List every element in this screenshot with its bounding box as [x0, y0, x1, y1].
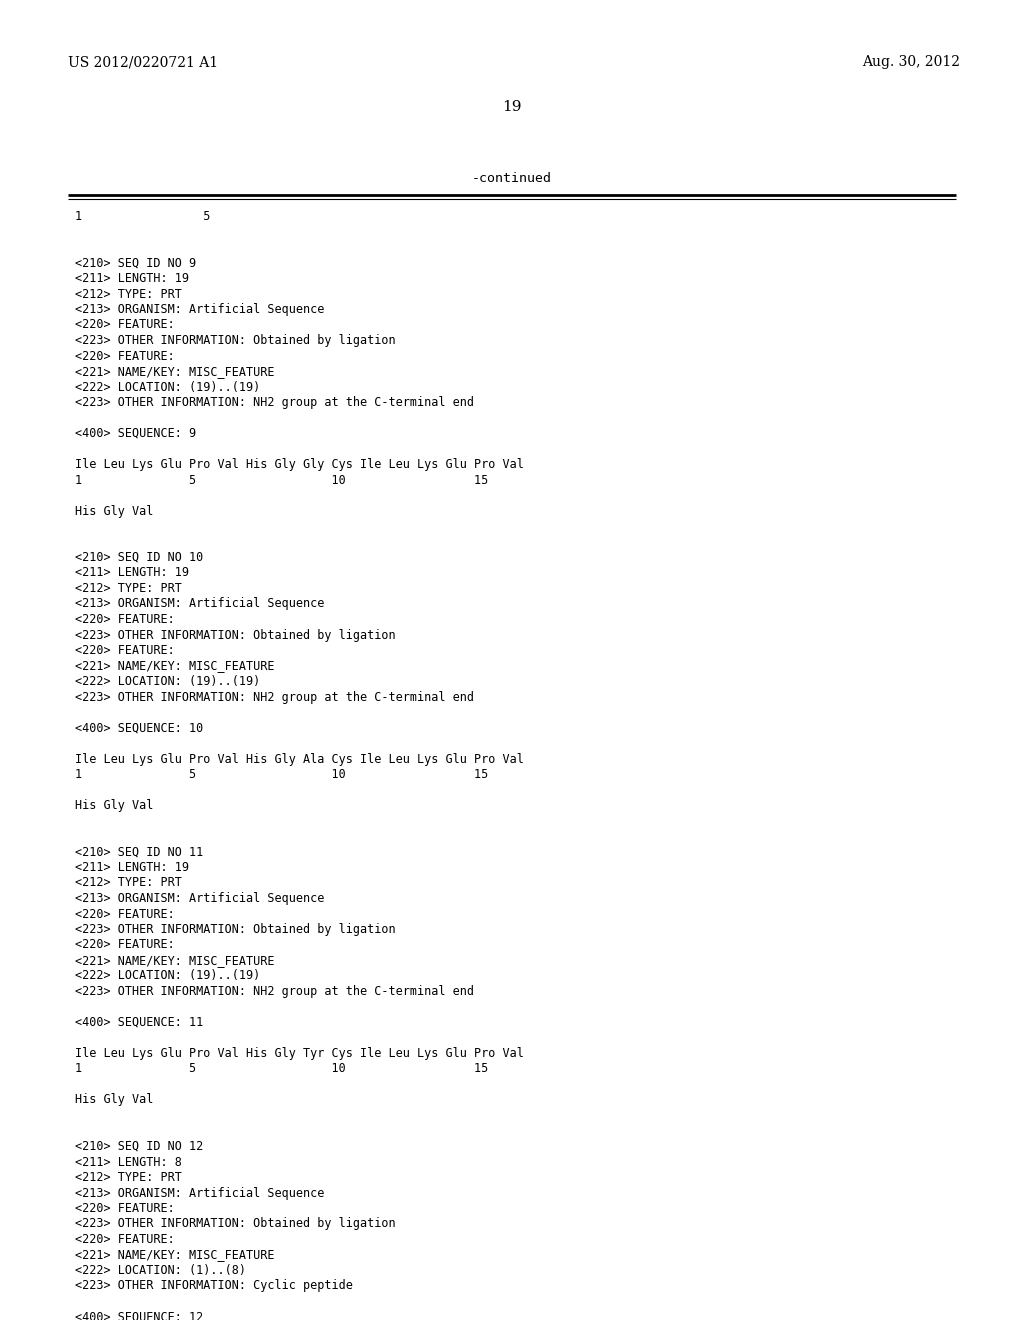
- Text: <221> NAME/KEY: MISC_FEATURE: <221> NAME/KEY: MISC_FEATURE: [75, 954, 274, 968]
- Text: <223> OTHER INFORMATION: Obtained by ligation: <223> OTHER INFORMATION: Obtained by lig…: [75, 923, 395, 936]
- Text: <212> TYPE: PRT: <212> TYPE: PRT: [75, 876, 182, 890]
- Text: <400> SEQUENCE: 10: <400> SEQUENCE: 10: [75, 722, 203, 734]
- Text: <223> OTHER INFORMATION: NH2 group at the C-terminal end: <223> OTHER INFORMATION: NH2 group at th…: [75, 985, 474, 998]
- Text: <213> ORGANISM: Artificial Sequence: <213> ORGANISM: Artificial Sequence: [75, 892, 325, 906]
- Text: <211> LENGTH: 8: <211> LENGTH: 8: [75, 1155, 182, 1168]
- Text: <223> OTHER INFORMATION: NH2 group at the C-terminal end: <223> OTHER INFORMATION: NH2 group at th…: [75, 690, 474, 704]
- Text: 1               5                   10                  15: 1 5 10 15: [75, 768, 488, 781]
- Text: <210> SEQ ID NO 9: <210> SEQ ID NO 9: [75, 256, 197, 269]
- Text: <222> LOCATION: (1)..(8): <222> LOCATION: (1)..(8): [75, 1265, 246, 1276]
- Text: <210> SEQ ID NO 12: <210> SEQ ID NO 12: [75, 1140, 203, 1152]
- Text: <213> ORGANISM: Artificial Sequence: <213> ORGANISM: Artificial Sequence: [75, 1187, 325, 1200]
- Text: <213> ORGANISM: Artificial Sequence: <213> ORGANISM: Artificial Sequence: [75, 598, 325, 610]
- Text: <221> NAME/KEY: MISC_FEATURE: <221> NAME/KEY: MISC_FEATURE: [75, 1249, 274, 1262]
- Text: <221> NAME/KEY: MISC_FEATURE: <221> NAME/KEY: MISC_FEATURE: [75, 366, 274, 378]
- Text: <220> FEATURE:: <220> FEATURE:: [75, 1203, 175, 1214]
- Text: <223> OTHER INFORMATION: Obtained by ligation: <223> OTHER INFORMATION: Obtained by lig…: [75, 334, 395, 347]
- Text: <220> FEATURE:: <220> FEATURE:: [75, 318, 175, 331]
- Text: <400> SEQUENCE: 9: <400> SEQUENCE: 9: [75, 426, 197, 440]
- Text: <220> FEATURE:: <220> FEATURE:: [75, 644, 175, 657]
- Text: <222> LOCATION: (19)..(19): <222> LOCATION: (19)..(19): [75, 969, 260, 982]
- Text: <222> LOCATION: (19)..(19): <222> LOCATION: (19)..(19): [75, 380, 260, 393]
- Text: <210> SEQ ID NO 10: <210> SEQ ID NO 10: [75, 550, 203, 564]
- Text: <222> LOCATION: (19)..(19): <222> LOCATION: (19)..(19): [75, 675, 260, 688]
- Text: US 2012/0220721 A1: US 2012/0220721 A1: [68, 55, 218, 69]
- Text: Ile Leu Lys Glu Pro Val His Gly Gly Cys Ile Leu Lys Glu Pro Val: Ile Leu Lys Glu Pro Val His Gly Gly Cys …: [75, 458, 524, 471]
- Text: <212> TYPE: PRT: <212> TYPE: PRT: [75, 582, 182, 595]
- Text: <220> FEATURE:: <220> FEATURE:: [75, 612, 175, 626]
- Text: <210> SEQ ID NO 11: <210> SEQ ID NO 11: [75, 846, 203, 858]
- Text: <212> TYPE: PRT: <212> TYPE: PRT: [75, 288, 182, 301]
- Text: <223> OTHER INFORMATION: Obtained by ligation: <223> OTHER INFORMATION: Obtained by lig…: [75, 1217, 395, 1230]
- Text: 1               5                   10                  15: 1 5 10 15: [75, 474, 488, 487]
- Text: <211> LENGTH: 19: <211> LENGTH: 19: [75, 861, 189, 874]
- Text: His Gly Val: His Gly Val: [75, 504, 154, 517]
- Text: <220> FEATURE:: <220> FEATURE:: [75, 939, 175, 952]
- Text: 1                 5: 1 5: [75, 210, 210, 223]
- Text: Ile Leu Lys Glu Pro Val His Gly Tyr Cys Ile Leu Lys Glu Pro Val: Ile Leu Lys Glu Pro Val His Gly Tyr Cys …: [75, 1047, 524, 1060]
- Text: <213> ORGANISM: Artificial Sequence: <213> ORGANISM: Artificial Sequence: [75, 304, 325, 315]
- Text: His Gly Val: His Gly Val: [75, 1093, 154, 1106]
- Text: Aug. 30, 2012: Aug. 30, 2012: [862, 55, 961, 69]
- Text: 19: 19: [502, 100, 522, 114]
- Text: <223> OTHER INFORMATION: NH2 group at the C-terminal end: <223> OTHER INFORMATION: NH2 group at th…: [75, 396, 474, 409]
- Text: <221> NAME/KEY: MISC_FEATURE: <221> NAME/KEY: MISC_FEATURE: [75, 660, 274, 672]
- Text: <211> LENGTH: 19: <211> LENGTH: 19: [75, 566, 189, 579]
- Text: <220> FEATURE:: <220> FEATURE:: [75, 1233, 175, 1246]
- Text: <223> OTHER INFORMATION: Obtained by ligation: <223> OTHER INFORMATION: Obtained by lig…: [75, 628, 395, 642]
- Text: <223> OTHER INFORMATION: Cyclic peptide: <223> OTHER INFORMATION: Cyclic peptide: [75, 1279, 353, 1292]
- Text: <400> SEQUENCE: 11: <400> SEQUENCE: 11: [75, 1016, 203, 1030]
- Text: <220> FEATURE:: <220> FEATURE:: [75, 350, 175, 363]
- Text: <211> LENGTH: 19: <211> LENGTH: 19: [75, 272, 189, 285]
- Text: -continued: -continued: [472, 172, 552, 185]
- Text: <400> SEQUENCE: 12: <400> SEQUENCE: 12: [75, 1311, 203, 1320]
- Text: Ile Leu Lys Glu Pro Val His Gly Ala Cys Ile Leu Lys Glu Pro Val: Ile Leu Lys Glu Pro Val His Gly Ala Cys …: [75, 752, 524, 766]
- Text: His Gly Val: His Gly Val: [75, 799, 154, 812]
- Text: <212> TYPE: PRT: <212> TYPE: PRT: [75, 1171, 182, 1184]
- Text: <220> FEATURE:: <220> FEATURE:: [75, 908, 175, 920]
- Text: 1               5                   10                  15: 1 5 10 15: [75, 1063, 488, 1076]
